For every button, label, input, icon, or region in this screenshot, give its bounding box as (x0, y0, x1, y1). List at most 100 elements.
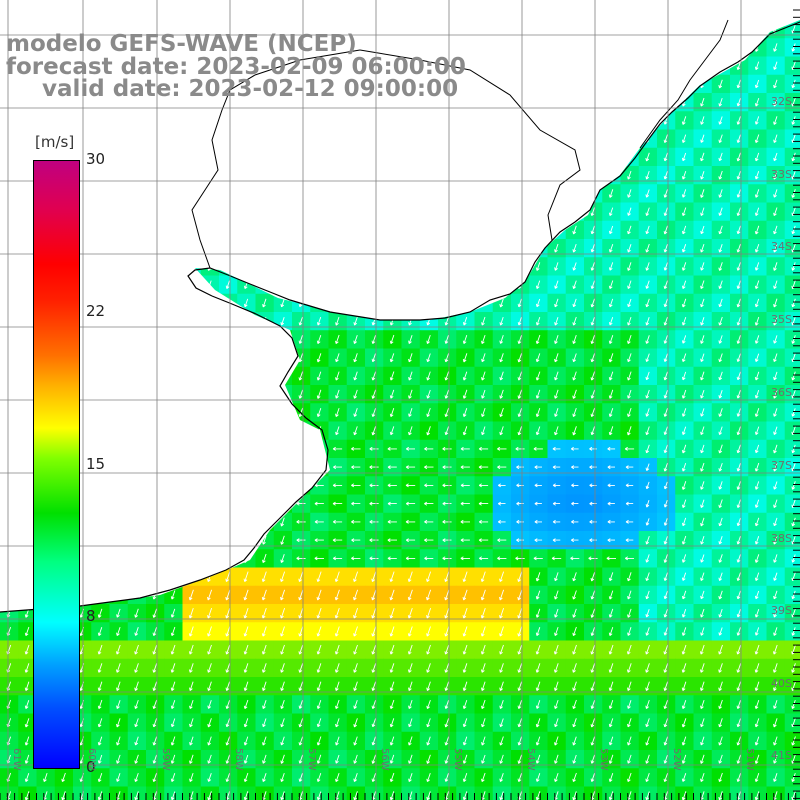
wind-vector (645, 152, 650, 162)
wind-vector (497, 483, 506, 488)
wind-vector (407, 607, 413, 619)
wind-vector (481, 426, 486, 436)
wind-vector (517, 371, 523, 381)
wind-vector (499, 607, 505, 619)
wind-vector (754, 335, 760, 344)
wind-vector (534, 465, 542, 470)
wind-vector (444, 681, 450, 691)
wind-vector (298, 663, 304, 673)
wind-vector (407, 589, 413, 601)
wind-vector (663, 590, 668, 600)
wind-vector (408, 408, 413, 417)
wind-vector (188, 607, 194, 619)
wind-vector (280, 589, 286, 601)
wind-vector (298, 736, 304, 746)
wind-vector (460, 538, 470, 543)
wind-vector (462, 371, 468, 381)
wind-vector (736, 262, 741, 271)
wind-vector (663, 262, 668, 271)
wind-vector (626, 663, 632, 673)
wind-vector (773, 700, 778, 709)
wind-vector (462, 718, 468, 728)
wind-vector (351, 501, 361, 506)
wind-vector (426, 426, 431, 436)
wind-vector (225, 626, 231, 637)
wind-vector (442, 519, 452, 524)
wind-vector (517, 408, 523, 417)
wind-vector (243, 589, 249, 601)
wind-vector (298, 335, 303, 344)
wind-vector (791, 152, 796, 162)
wind-vector (645, 791, 650, 800)
wind-vector (371, 736, 376, 746)
wind-vector (773, 535, 778, 545)
wind-vector (718, 152, 723, 162)
wind-vector (754, 481, 760, 490)
wind-vector (608, 189, 614, 198)
wind-vector (773, 426, 778, 435)
wind-vector (314, 556, 324, 561)
wind-vector (554, 718, 559, 728)
wind-vector (554, 626, 559, 636)
wind-vector (718, 298, 723, 308)
wind-vector (754, 353, 760, 362)
wind-vector (700, 280, 705, 290)
wind-vector (645, 481, 650, 490)
wind-vector (481, 389, 486, 399)
wind-vector (736, 463, 741, 472)
wind-vector (97, 627, 103, 636)
wind-vector (316, 607, 322, 619)
wind-vector (700, 225, 705, 235)
wind-vector (645, 280, 650, 289)
wind-vector (170, 626, 176, 637)
wind-vector (700, 371, 705, 381)
wind-vector (261, 626, 267, 637)
wind-vector (736, 681, 742, 691)
wind-vector (718, 353, 723, 363)
wind-cell (784, 366, 800, 386)
wind-cell (784, 476, 800, 496)
wind-vector (588, 556, 598, 561)
wind-vector (116, 626, 121, 637)
wind-vector (645, 500, 650, 508)
wind-vector (681, 517, 687, 527)
wind-vector (754, 554, 760, 563)
wind-vector (296, 519, 306, 524)
wind-vector (225, 663, 231, 673)
wind-vector (353, 371, 358, 381)
wind-vector (189, 772, 194, 783)
wind-vector (517, 718, 523, 728)
wind-vector (134, 663, 139, 673)
wind-vector (24, 626, 30, 637)
wind-vector (407, 644, 413, 655)
wind-vector (572, 371, 577, 381)
wind-vector (534, 483, 542, 488)
wind-vector (243, 754, 249, 764)
wind-vector (444, 644, 450, 655)
wind-vector (371, 389, 377, 399)
wind-vector (773, 371, 778, 381)
wind-vector (554, 371, 559, 381)
wind-vector (718, 97, 723, 107)
wind-vector (462, 663, 468, 673)
wind-vector (462, 791, 468, 800)
wind-vector (572, 262, 577, 271)
wind-vector (442, 556, 452, 561)
wind-vector (535, 334, 541, 345)
wind-vector (791, 79, 796, 89)
wind-vector (152, 608, 158, 618)
wind-vector (571, 501, 579, 506)
wind-cell (784, 38, 800, 58)
wind-vector (296, 538, 306, 543)
wind-vector (517, 353, 523, 363)
wind-vector (24, 663, 30, 673)
wind-cell (784, 622, 800, 642)
wind-vector (700, 699, 705, 710)
wind-vector (645, 535, 650, 545)
wind-vector (590, 718, 596, 728)
wind-vector (170, 754, 176, 764)
wind-cell (784, 549, 800, 569)
wind-vector (736, 572, 741, 582)
wind-vector (480, 626, 486, 637)
